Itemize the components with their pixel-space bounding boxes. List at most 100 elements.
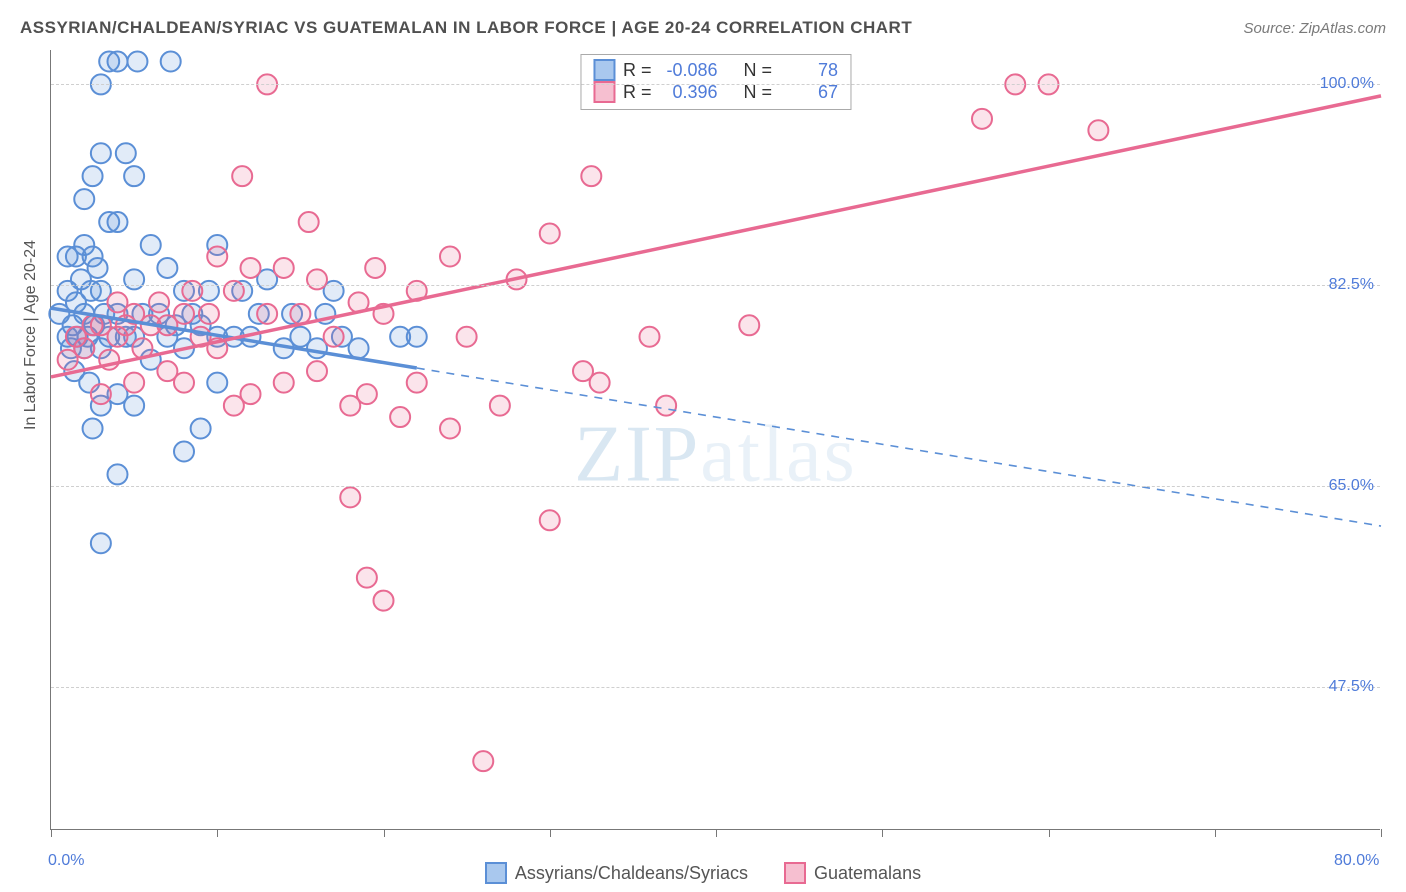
grid-line bbox=[51, 285, 1380, 286]
y-tick-label: 47.5% bbox=[1329, 678, 1374, 696]
data-point bbox=[357, 568, 377, 588]
data-point bbox=[127, 51, 147, 71]
data-point bbox=[108, 464, 128, 484]
series-legend: Assyrians/Chaldeans/Syriacs Guatemalans bbox=[0, 862, 1406, 884]
data-point bbox=[91, 143, 111, 163]
x-tick bbox=[882, 829, 883, 837]
data-point bbox=[407, 327, 427, 347]
data-point bbox=[407, 373, 427, 393]
x-tick bbox=[217, 829, 218, 837]
y-tick-label: 65.0% bbox=[1329, 477, 1374, 495]
n-label: N = bbox=[744, 60, 773, 81]
x-tick bbox=[1215, 829, 1216, 837]
data-point bbox=[232, 166, 252, 186]
data-point bbox=[191, 419, 211, 439]
data-point bbox=[157, 258, 177, 278]
data-point bbox=[83, 166, 103, 186]
data-point bbox=[640, 327, 660, 347]
legend-swatch-series0 bbox=[593, 59, 615, 81]
data-point bbox=[324, 327, 344, 347]
legend-swatch bbox=[784, 862, 806, 884]
y-tick-label: 82.5% bbox=[1329, 276, 1374, 294]
data-point bbox=[241, 384, 261, 404]
data-point bbox=[440, 246, 460, 266]
trend-line bbox=[417, 368, 1381, 526]
plot-svg bbox=[51, 50, 1380, 829]
legend-row: R = -0.086 N = 78 bbox=[593, 59, 838, 81]
legend-swatch bbox=[485, 862, 507, 884]
data-point bbox=[972, 109, 992, 129]
y-tick-label: 100.0% bbox=[1320, 75, 1374, 93]
x-tick bbox=[1381, 829, 1382, 837]
grid-line bbox=[51, 84, 1380, 85]
data-point bbox=[739, 315, 759, 335]
data-point bbox=[299, 212, 319, 232]
data-point bbox=[390, 407, 410, 427]
legend-label-series1: Guatemalans bbox=[814, 863, 921, 884]
data-point bbox=[540, 510, 560, 530]
data-point bbox=[457, 327, 477, 347]
data-point bbox=[207, 246, 227, 266]
data-point bbox=[124, 269, 144, 289]
data-point bbox=[340, 487, 360, 507]
data-point bbox=[124, 396, 144, 416]
data-point bbox=[83, 419, 103, 439]
data-point bbox=[161, 51, 181, 71]
data-point bbox=[207, 373, 227, 393]
data-point bbox=[290, 304, 310, 324]
data-point bbox=[241, 258, 261, 278]
grid-line bbox=[51, 486, 1380, 487]
grid-line bbox=[51, 687, 1380, 688]
y-axis-title: In Labor Force | Age 20-24 bbox=[22, 240, 40, 430]
source-attribution: Source: ZipAtlas.com bbox=[1243, 20, 1386, 37]
x-tick bbox=[1049, 829, 1050, 837]
data-point bbox=[116, 143, 136, 163]
legend-item: Guatemalans bbox=[784, 862, 921, 884]
data-point bbox=[1088, 120, 1108, 140]
legend-item: Assyrians/Chaldeans/Syriacs bbox=[485, 862, 748, 884]
data-point bbox=[656, 396, 676, 416]
r-label: R = bbox=[623, 60, 652, 81]
data-point bbox=[257, 304, 277, 324]
x-tick bbox=[51, 829, 52, 837]
data-point bbox=[108, 212, 128, 232]
data-point bbox=[74, 338, 94, 358]
data-point bbox=[365, 258, 385, 278]
data-point bbox=[182, 281, 202, 301]
correlation-legend: R = -0.086 N = 78 R = 0.396 N = 67 bbox=[580, 54, 851, 110]
x-tick bbox=[550, 829, 551, 837]
data-point bbox=[149, 292, 169, 312]
data-point bbox=[108, 51, 128, 71]
data-point bbox=[357, 384, 377, 404]
data-point bbox=[274, 373, 294, 393]
data-point bbox=[274, 258, 294, 278]
data-point bbox=[174, 441, 194, 461]
scatter-plot-area: ZIPatlas R = -0.086 N = 78 R = 0.396 N =… bbox=[50, 50, 1380, 830]
data-point bbox=[124, 373, 144, 393]
data-point bbox=[349, 338, 369, 358]
data-point bbox=[581, 166, 601, 186]
trend-line bbox=[51, 96, 1381, 377]
chart-title: ASSYRIAN/CHALDEAN/SYRIAC VS GUATEMALAN I… bbox=[20, 18, 912, 38]
data-point bbox=[199, 304, 219, 324]
data-point bbox=[540, 224, 560, 244]
x-tick bbox=[384, 829, 385, 837]
data-point bbox=[88, 258, 108, 278]
data-point bbox=[224, 281, 244, 301]
data-point bbox=[91, 384, 111, 404]
data-point bbox=[74, 189, 94, 209]
data-point bbox=[473, 751, 493, 771]
data-point bbox=[307, 361, 327, 381]
data-point bbox=[174, 304, 194, 324]
data-point bbox=[440, 419, 460, 439]
data-point bbox=[174, 373, 194, 393]
data-point bbox=[590, 373, 610, 393]
data-point bbox=[91, 533, 111, 553]
n-value-series0: 78 bbox=[780, 60, 838, 81]
r-value-series0: -0.086 bbox=[659, 60, 717, 81]
data-point bbox=[124, 166, 144, 186]
x-tick bbox=[716, 829, 717, 837]
data-point bbox=[141, 235, 161, 255]
data-point bbox=[307, 269, 327, 289]
data-point bbox=[374, 591, 394, 611]
